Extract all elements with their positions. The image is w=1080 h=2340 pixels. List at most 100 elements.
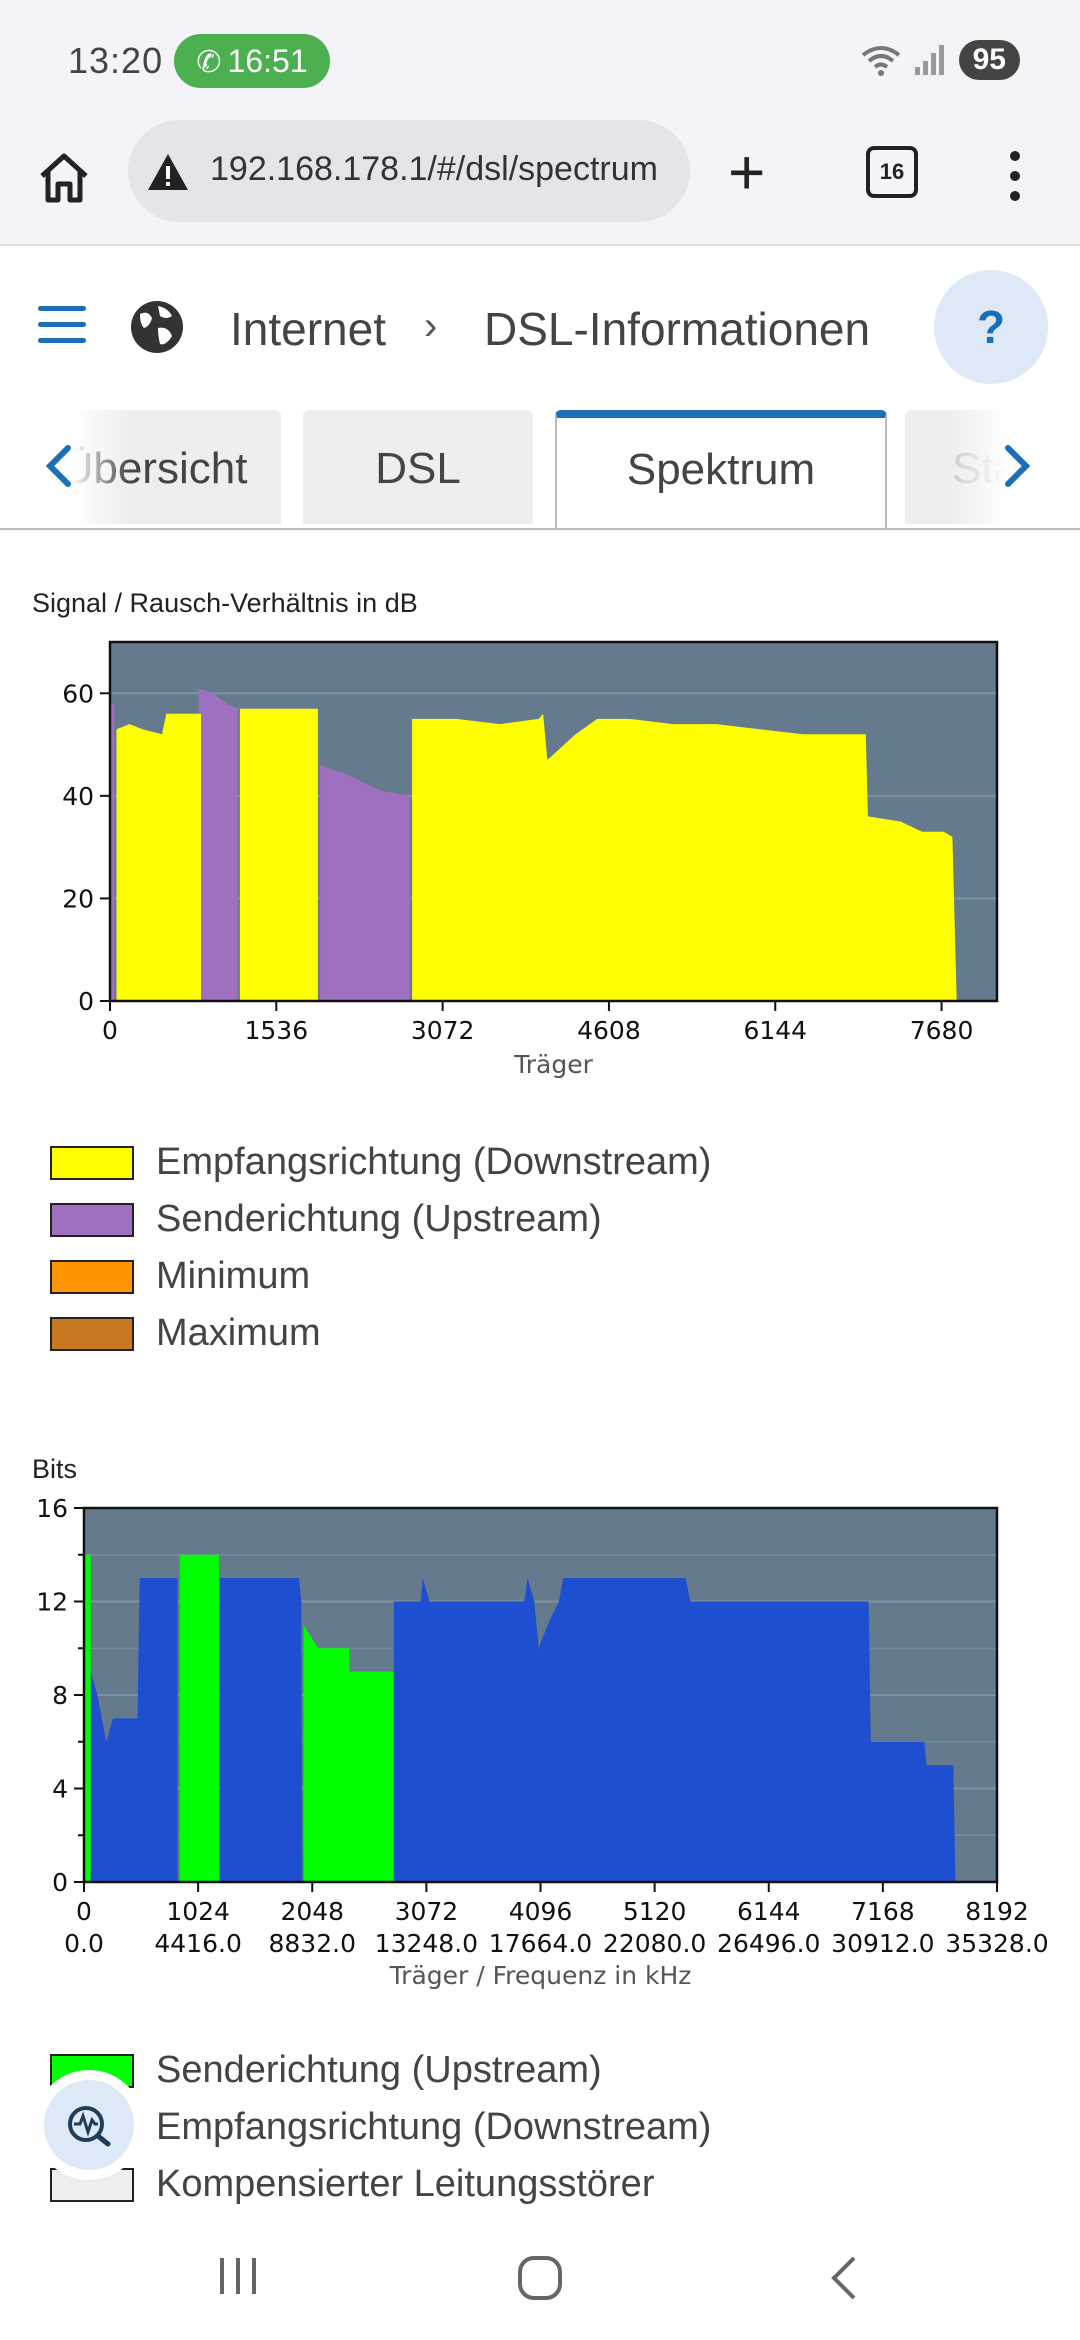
url-text[interactable]: 192.168.178.1/#/dsl/spectrum	[210, 150, 658, 188]
x-tick-label: 3072	[395, 1897, 459, 1926]
browser-toolbar: 192.168.178.1/#/dsl/spectrum + 16	[0, 120, 1080, 246]
legend-label: Senderichtung (Upstream)	[156, 1198, 602, 1240]
status-time: 13:20	[68, 40, 164, 81]
x-tick-label-khz: 8832.0	[269, 1929, 356, 1958]
legend-swatch-minimum	[50, 1259, 134, 1294]
status-bar: 13:20 ✆ 16:51 95	[0, 0, 1080, 120]
tab-spectrum[interactable]: Spektrum	[555, 410, 887, 528]
x-axis-label: Träger / Frequenz in kHz	[389, 1961, 692, 1990]
legend-item: Minimum	[50, 1248, 711, 1305]
help-button[interactable]: ?	[934, 270, 1048, 384]
series-area-b	[116, 708, 957, 1001]
y-tick-label: 4	[52, 1775, 68, 1804]
system-nav-bar	[0, 2214, 1080, 2340]
x-tick-label: 8192	[965, 1897, 1029, 1926]
legend-label: Senderichtung (Upstream)	[156, 2049, 602, 2091]
breadcrumb-internet[interactable]: Internet	[230, 303, 386, 355]
legend-swatch-compensated	[50, 2167, 134, 2202]
legend-label: Kompensierter Leitungsstörer	[156, 2163, 655, 2205]
home-nav-icon[interactable]	[516, 2254, 564, 2302]
x-tick-label-khz: 22080.0	[603, 1929, 706, 1958]
diagnostics-fab[interactable]	[44, 2080, 134, 2170]
x-tick-label-khz: 35328.0	[945, 1929, 1048, 1958]
address-bar[interactable]: 192.168.178.1/#/dsl/spectrum	[128, 120, 690, 222]
back-icon[interactable]	[826, 2254, 862, 2302]
snr-legend: Empfangsrichtung (Downstream) Sendericht…	[50, 1134, 711, 1362]
legend-label: Empfangsrichtung (Downstream)	[156, 1141, 712, 1183]
x-tick-label: 3072	[411, 1016, 475, 1045]
y-tick-label: 8	[52, 1681, 68, 1710]
x-tick-label: 1024	[166, 1897, 230, 1926]
legend-item: Maximum	[50, 1305, 711, 1362]
x-tick-label: 6144	[743, 1016, 807, 1045]
y-tick-label: 16	[36, 1496, 68, 1523]
legend-item: Kompensierter Leitungsstörer	[50, 2156, 711, 2213]
battery-level: 95	[972, 43, 1006, 76]
legend-item: Empfangsrichtung (Downstream)	[50, 2099, 711, 2156]
more-menu-icon[interactable]	[1000, 146, 1030, 206]
y-tick-label: 0	[78, 987, 94, 1016]
chevron-left-icon[interactable]	[40, 442, 80, 490]
recent-apps-icon[interactable]	[216, 2254, 260, 2298]
globe-icon	[131, 301, 183, 353]
legend-label: Maximum	[156, 1312, 321, 1354]
x-tick-label: 4608	[577, 1016, 641, 1045]
legend-item: Empfangsrichtung (Downstream)	[50, 1134, 711, 1191]
x-tick-label-khz: 17664.0	[489, 1929, 592, 1958]
app-header: Internet › DSL-Informationen ?	[0, 246, 1080, 406]
plot-frame	[108, 640, 999, 1003]
legend-swatch-maximum	[50, 1316, 134, 1351]
legend-swatch-downstream	[50, 1145, 134, 1180]
x-tick-label: 4096	[509, 1897, 573, 1926]
x-tick-label: 1536	[245, 1016, 309, 1045]
tab-fade-left	[0, 404, 130, 526]
y-tick-label: 20	[62, 884, 94, 913]
signal-icon	[914, 45, 944, 75]
x-tick-label: 7680	[910, 1016, 974, 1045]
tab-bar: Übersicht DSL Spektrum Sta	[0, 404, 1080, 530]
x-tick-label: 0	[102, 1016, 118, 1045]
y-tick-label: 40	[62, 782, 94, 811]
call-time: 16:51	[227, 43, 308, 79]
x-tick-label: 0	[76, 1897, 92, 1926]
x-tick-label-khz: 26496.0	[717, 1929, 820, 1958]
legend-label: Minimum	[156, 1255, 311, 1297]
call-indicator[interactable]: ✆ 16:51	[174, 34, 330, 88]
legend-item: Senderichtung (Upstream)	[50, 1191, 711, 1248]
signal-search-icon	[68, 2106, 111, 2147]
x-tick-label: 5120	[623, 1897, 687, 1926]
chevron-right-icon[interactable]	[996, 442, 1036, 490]
wifi-icon	[861, 46, 900, 76]
legend-swatch-upstream	[50, 1202, 134, 1237]
tab-switcher-button[interactable]: 16	[866, 146, 918, 198]
bits-chart: 0 4 8 12 16 0 0.0 1024 4416.0 2048 8832.0 3072 13248…	[36, 1496, 1049, 1990]
page-title: DSL-Informationen	[484, 303, 871, 355]
x-tick-label: 2048	[280, 1897, 344, 1926]
status-icons: 95	[861, 40, 1020, 80]
bits-chart-title: Bits	[32, 1454, 78, 1484]
hamburger-menu-icon[interactable]	[38, 306, 86, 343]
phone-icon: ✆	[196, 46, 222, 79]
legend-item: Senderichtung (Upstream)	[50, 2042, 711, 2099]
x-tick-label: 6144	[737, 1897, 801, 1926]
x-tick-label-khz: 13248.0	[375, 1929, 478, 1958]
y-tick-label: 60	[62, 679, 94, 708]
y-tick-label: 12	[36, 1588, 68, 1617]
new-tab-button[interactable]: +	[728, 136, 766, 208]
x-axis-label: Träger	[513, 1050, 593, 1079]
y-tick-label: 0	[52, 1868, 68, 1897]
x-tick-label-khz: 4416.0	[154, 1929, 241, 1958]
home-icon[interactable]	[34, 148, 94, 208]
snr-chart: 0 20 40 60 0 1536 3072 4608 6144 7680 Träger	[62, 640, 999, 1079]
series-area-a	[110, 688, 410, 1001]
battery-icon: 95	[958, 40, 1020, 80]
series-area-b	[90, 1578, 956, 1882]
x-tick-label-khz: 0.0	[64, 1929, 104, 1958]
tab-dsl[interactable]: DSL	[303, 410, 533, 524]
warning-icon[interactable]	[146, 150, 190, 194]
x-tick-label: 7168	[851, 1897, 915, 1926]
series-area-a	[84, 1554, 394, 1882]
x-tick-label-khz: 30912.0	[831, 1929, 934, 1958]
breadcrumb-separator: ›	[424, 304, 438, 348]
legend-label: Empfangsrichtung (Downstream)	[156, 2106, 712, 2148]
